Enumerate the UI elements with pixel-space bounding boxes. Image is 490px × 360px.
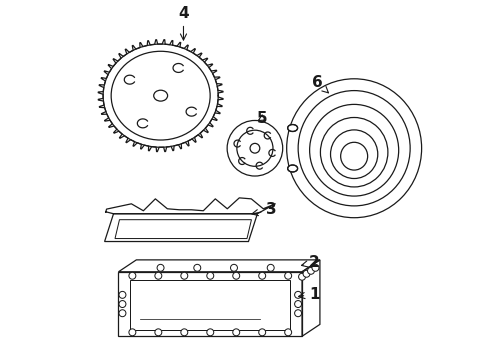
Circle shape	[194, 264, 201, 271]
Circle shape	[312, 264, 319, 271]
Circle shape	[119, 291, 126, 298]
Text: 2: 2	[301, 255, 320, 270]
Circle shape	[308, 267, 315, 274]
Ellipse shape	[288, 125, 297, 131]
Circle shape	[207, 329, 214, 336]
Circle shape	[298, 273, 306, 280]
Ellipse shape	[288, 165, 297, 172]
Circle shape	[230, 264, 238, 271]
Circle shape	[285, 329, 292, 336]
Circle shape	[259, 272, 266, 279]
Text: 5: 5	[257, 111, 267, 126]
Circle shape	[207, 272, 214, 279]
Circle shape	[259, 329, 266, 336]
Circle shape	[233, 272, 240, 279]
Circle shape	[294, 301, 301, 307]
Circle shape	[181, 272, 188, 279]
Circle shape	[294, 310, 301, 317]
Circle shape	[294, 291, 301, 298]
Circle shape	[155, 329, 162, 336]
Text: 4: 4	[178, 6, 189, 40]
Circle shape	[181, 329, 188, 336]
Circle shape	[233, 329, 240, 336]
Circle shape	[119, 310, 126, 317]
Circle shape	[119, 301, 126, 307]
Circle shape	[157, 264, 164, 271]
Circle shape	[129, 272, 136, 279]
Text: 1: 1	[298, 287, 319, 302]
Circle shape	[285, 272, 292, 279]
Text: 6: 6	[312, 75, 328, 93]
Circle shape	[303, 270, 310, 277]
Circle shape	[267, 264, 274, 271]
Circle shape	[155, 272, 162, 279]
Circle shape	[129, 329, 136, 336]
Text: 3: 3	[252, 202, 277, 217]
